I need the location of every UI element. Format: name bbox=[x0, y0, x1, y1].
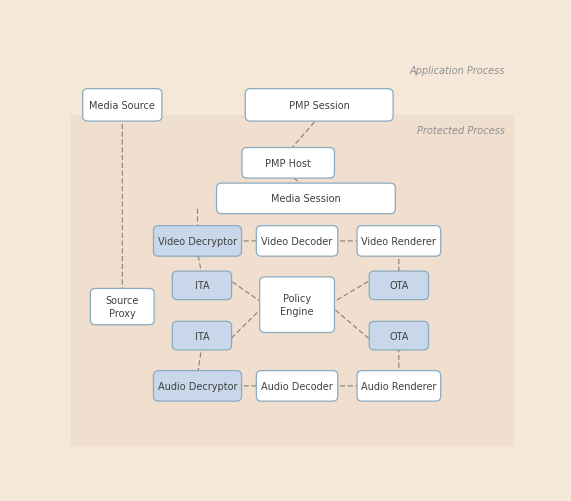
Text: OTA: OTA bbox=[389, 331, 408, 341]
Text: Audio Renderer: Audio Renderer bbox=[361, 381, 437, 391]
FancyBboxPatch shape bbox=[369, 322, 428, 350]
FancyBboxPatch shape bbox=[71, 60, 514, 120]
Text: Source
Proxy: Source Proxy bbox=[106, 296, 139, 318]
Text: OTA: OTA bbox=[389, 281, 408, 291]
Text: PMP Session: PMP Session bbox=[289, 101, 349, 111]
FancyBboxPatch shape bbox=[172, 272, 232, 300]
Text: Protected Process: Protected Process bbox=[417, 126, 505, 136]
FancyBboxPatch shape bbox=[369, 272, 428, 300]
FancyBboxPatch shape bbox=[256, 371, 338, 401]
FancyBboxPatch shape bbox=[154, 226, 242, 257]
Text: ITA: ITA bbox=[195, 331, 209, 341]
Text: Audio Decryptor: Audio Decryptor bbox=[158, 381, 237, 391]
FancyBboxPatch shape bbox=[154, 371, 242, 401]
FancyBboxPatch shape bbox=[83, 90, 162, 122]
FancyBboxPatch shape bbox=[357, 371, 441, 401]
Text: PMP Host: PMP Host bbox=[266, 158, 311, 168]
Text: Policy
Engine: Policy Engine bbox=[280, 294, 314, 316]
Text: Media Session: Media Session bbox=[271, 194, 341, 204]
FancyBboxPatch shape bbox=[90, 289, 154, 325]
Text: Video Decryptor: Video Decryptor bbox=[158, 236, 237, 246]
Text: Video Decoder: Video Decoder bbox=[262, 236, 333, 246]
FancyBboxPatch shape bbox=[242, 148, 335, 179]
FancyBboxPatch shape bbox=[172, 322, 232, 350]
FancyBboxPatch shape bbox=[71, 120, 514, 446]
FancyBboxPatch shape bbox=[246, 90, 393, 122]
Text: Application Process: Application Process bbox=[409, 66, 505, 76]
FancyBboxPatch shape bbox=[256, 226, 338, 257]
Text: Audio Decoder: Audio Decoder bbox=[261, 381, 333, 391]
FancyBboxPatch shape bbox=[71, 116, 514, 124]
FancyBboxPatch shape bbox=[357, 226, 441, 257]
FancyBboxPatch shape bbox=[216, 184, 395, 214]
FancyBboxPatch shape bbox=[260, 278, 335, 333]
Text: ITA: ITA bbox=[195, 281, 209, 291]
Text: Media Source: Media Source bbox=[89, 101, 155, 111]
Text: Video Renderer: Video Renderer bbox=[361, 236, 436, 246]
